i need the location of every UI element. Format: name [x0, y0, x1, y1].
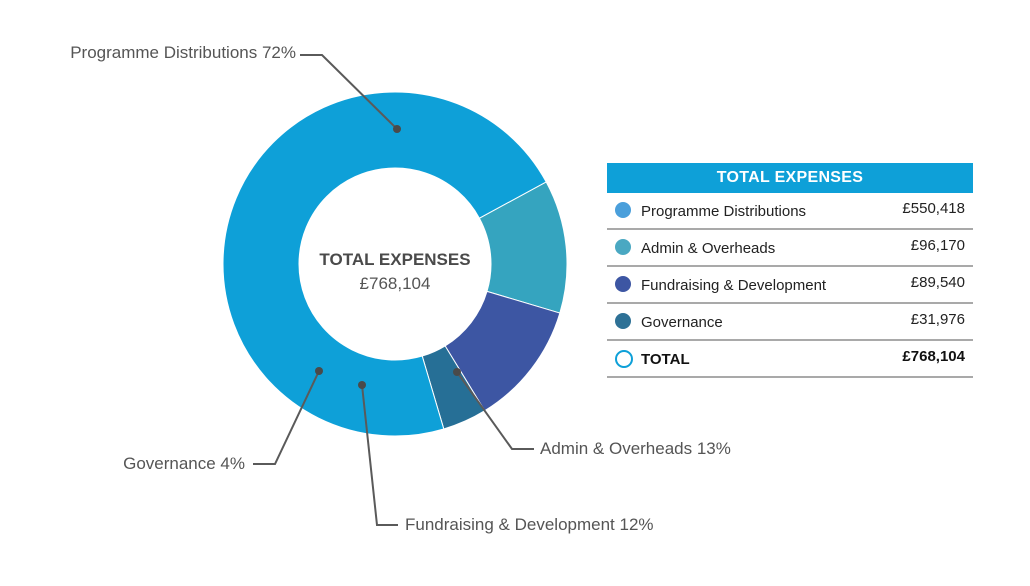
legend-label: Programme Distributions — [641, 203, 807, 220]
donut-slices — [222, 91, 568, 437]
center-title: TOTAL EXPENSES — [319, 250, 470, 269]
callout-label-admin-overheads: Admin & Overheads 13% — [540, 439, 731, 458]
leader-dot-fundraising-development — [358, 381, 366, 389]
leader-line-programme-distributions — [300, 54, 398, 130]
legend-row-fundraising: Fundraising & Development £89,540 — [607, 267, 973, 304]
legend-swatch — [615, 202, 631, 218]
callout-label-programme-distributions: Programme Distributions 72% — [70, 43, 296, 62]
legend-amount: £550,418 — [902, 200, 965, 217]
leader-dot-admin-overheads — [453, 368, 461, 376]
leader-lines: Programme Distributions 72% Admin & Overh… — [70, 43, 731, 534]
donut-slice-programme-distributions — [222, 91, 547, 437]
legend-swatch — [615, 313, 631, 329]
legend-total-label: TOTAL — [641, 351, 690, 368]
legend-swatch — [615, 239, 631, 255]
legend-amount: £89,540 — [910, 274, 965, 291]
legend-header: TOTAL EXPENSES — [607, 163, 973, 193]
legend-row-admin: Admin & Overheads £96,170 — [607, 230, 973, 267]
legend-row-governance: Governance £31,976 — [607, 304, 973, 341]
legend-label: Fundraising & Development — [641, 277, 827, 294]
legend-amount: £96,170 — [910, 237, 965, 254]
leader-dot-governance — [315, 367, 323, 375]
legend-label: Governance — [641, 314, 723, 331]
callout-label-fundraising-development: Fundraising & Development 12% — [405, 515, 654, 534]
leader-line-fundraising-development — [361, 384, 398, 526]
center-total: £768,104 — [360, 274, 431, 293]
legend-label: Admin & Overheads — [641, 240, 776, 257]
legend-total-marker — [615, 350, 633, 368]
legend-swatch — [615, 276, 631, 292]
leader-dot-programme-distributions — [393, 125, 401, 133]
leader-line-admin-overheads — [456, 371, 534, 450]
leader-line-governance — [253, 370, 320, 465]
expenses-legend-table: TOTAL EXPENSES Programme Distributions £… — [607, 163, 973, 378]
callout-label-governance: Governance 4% — [123, 454, 245, 473]
legend-row-total: TOTAL £768,104 — [607, 341, 973, 378]
legend-amount: £31,976 — [910, 311, 965, 328]
legend-row-programme: Programme Distributions £550,418 — [607, 193, 973, 230]
legend-total-amount: £768,104 — [902, 348, 965, 365]
